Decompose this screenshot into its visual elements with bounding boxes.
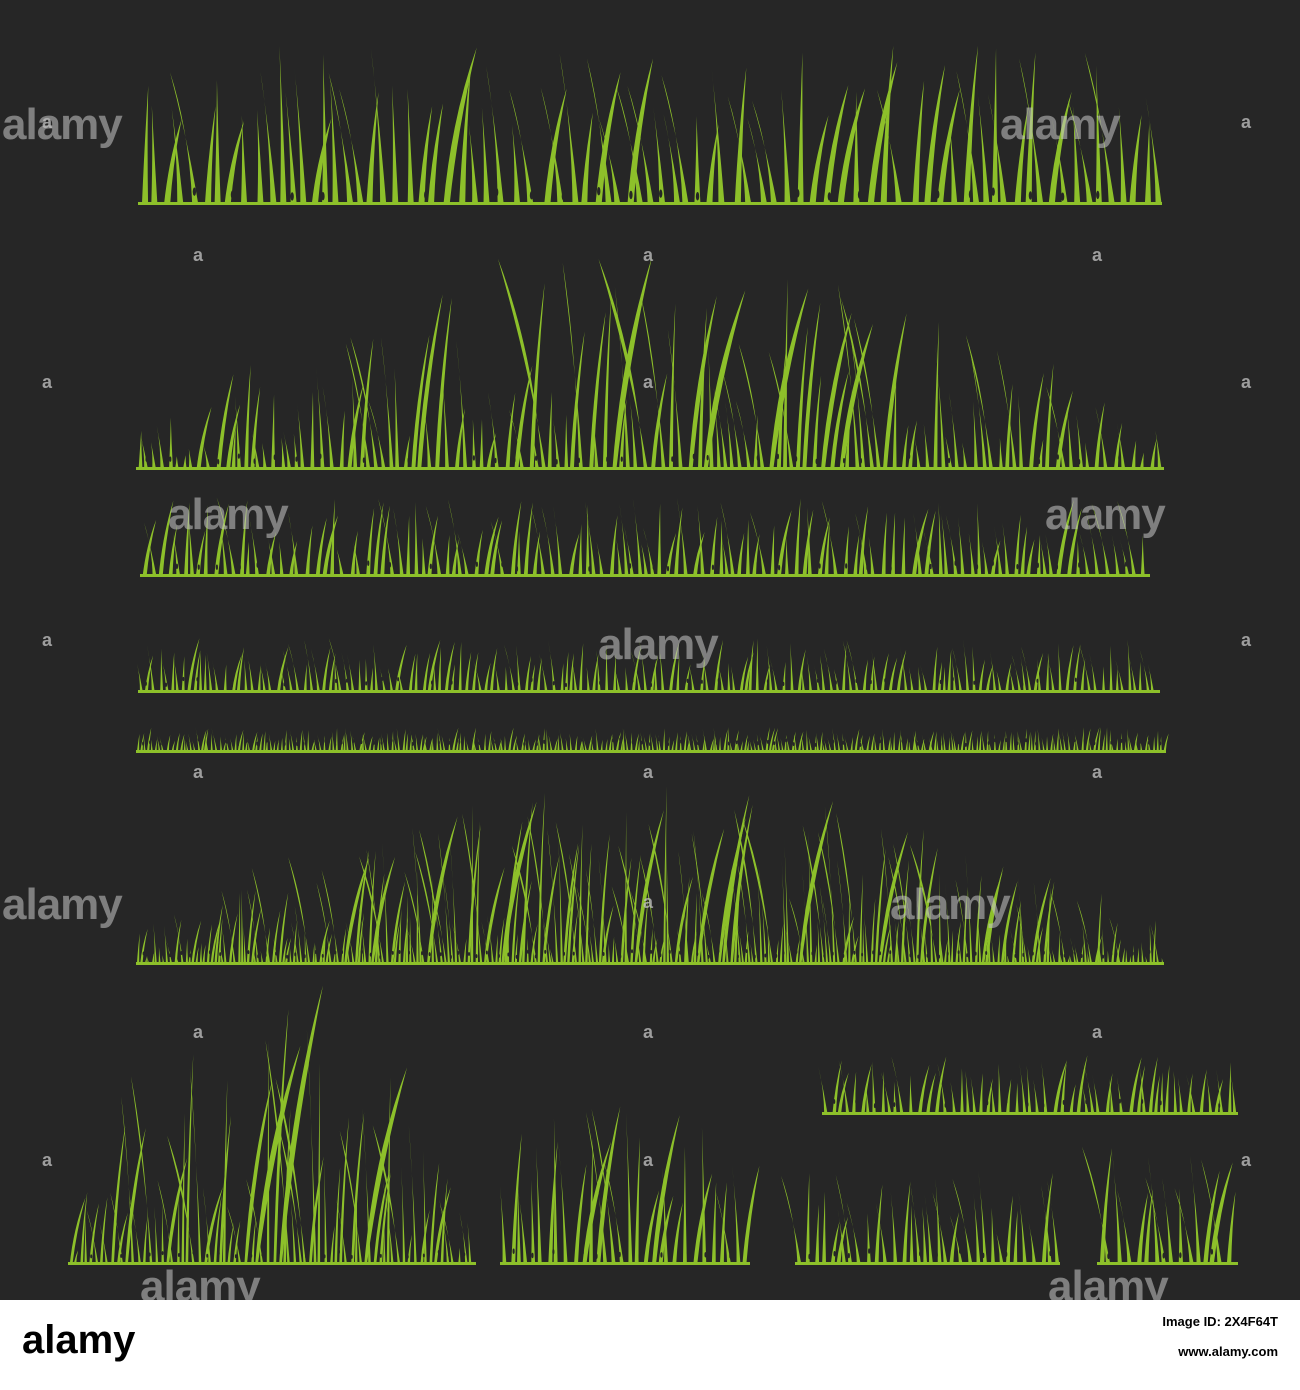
grass-strip-6 [136, 786, 1164, 965]
image-id: Image ID: 2X4F64T [1162, 1314, 1278, 1329]
watermark-alamy: alamy [598, 620, 719, 669]
watermark-a-mark: a [193, 245, 204, 265]
watermark-a-mark: a [42, 112, 53, 132]
site-url: www.alamy.com [1178, 1344, 1278, 1359]
watermark-a-mark: a [1092, 1022, 1103, 1042]
watermark-a-mark: a [1092, 762, 1103, 782]
grass-strip-small-right [818, 1055, 1238, 1115]
watermark-a-mark: a [42, 372, 53, 392]
watermark-a-mark: a [42, 630, 53, 650]
watermark-a-mark: a [643, 1022, 654, 1042]
watermark-a-mark: a [643, 762, 654, 782]
grass-clump-small-2 [1081, 1146, 1238, 1265]
watermark-a-mark: a [1241, 1150, 1252, 1170]
watermark-alamy: alamy [2, 100, 123, 149]
grass-clump-small-1 [781, 1170, 1060, 1265]
watermark-alamy: alamy [2, 880, 123, 929]
grass-illustration: alamy alamy alamy alamy alamy alamy alam… [0, 0, 1300, 1300]
grass-strip-3 [140, 497, 1150, 577]
watermark-a-mark: a [643, 245, 654, 265]
watermark-a-mark: a [42, 1150, 53, 1170]
watermark-a-mark: a [193, 762, 204, 782]
watermark-a-mark: a [1092, 245, 1103, 265]
grass-strip-5 [136, 727, 1169, 753]
grass-clump-large [68, 985, 476, 1265]
grass-strip-2 [136, 256, 1164, 470]
watermark-alamy: alamy [1000, 100, 1121, 149]
alamy-logo: alamy [22, 1318, 136, 1362]
watermark-a-mark: a [1241, 630, 1252, 650]
watermark-a-mark: a [643, 1150, 654, 1170]
grass-strip-4 [137, 638, 1160, 693]
watermark-a-mark: a [643, 892, 654, 912]
watermark-alamy: alamy [1045, 490, 1166, 539]
watermark-a-mark: a [1241, 372, 1252, 392]
watermark-a-mark: a [643, 372, 654, 392]
watermark-a-mark: a [193, 1022, 204, 1042]
grass-clump-medium [499, 1106, 760, 1265]
watermark-alamy: alamy [140, 1262, 261, 1300]
watermark-a-mark: a [1241, 112, 1252, 132]
grass-borders-graphic [68, 45, 1238, 1265]
stock-footer: alamy Image ID: 2X4F64T www.alamy.com [0, 1300, 1300, 1390]
watermark-alamy: alamy [168, 490, 289, 539]
watermark-alamy: alamy [1048, 1262, 1169, 1300]
grass-strip-1 [138, 45, 1162, 206]
watermark-alamy: alamy [890, 880, 1011, 929]
